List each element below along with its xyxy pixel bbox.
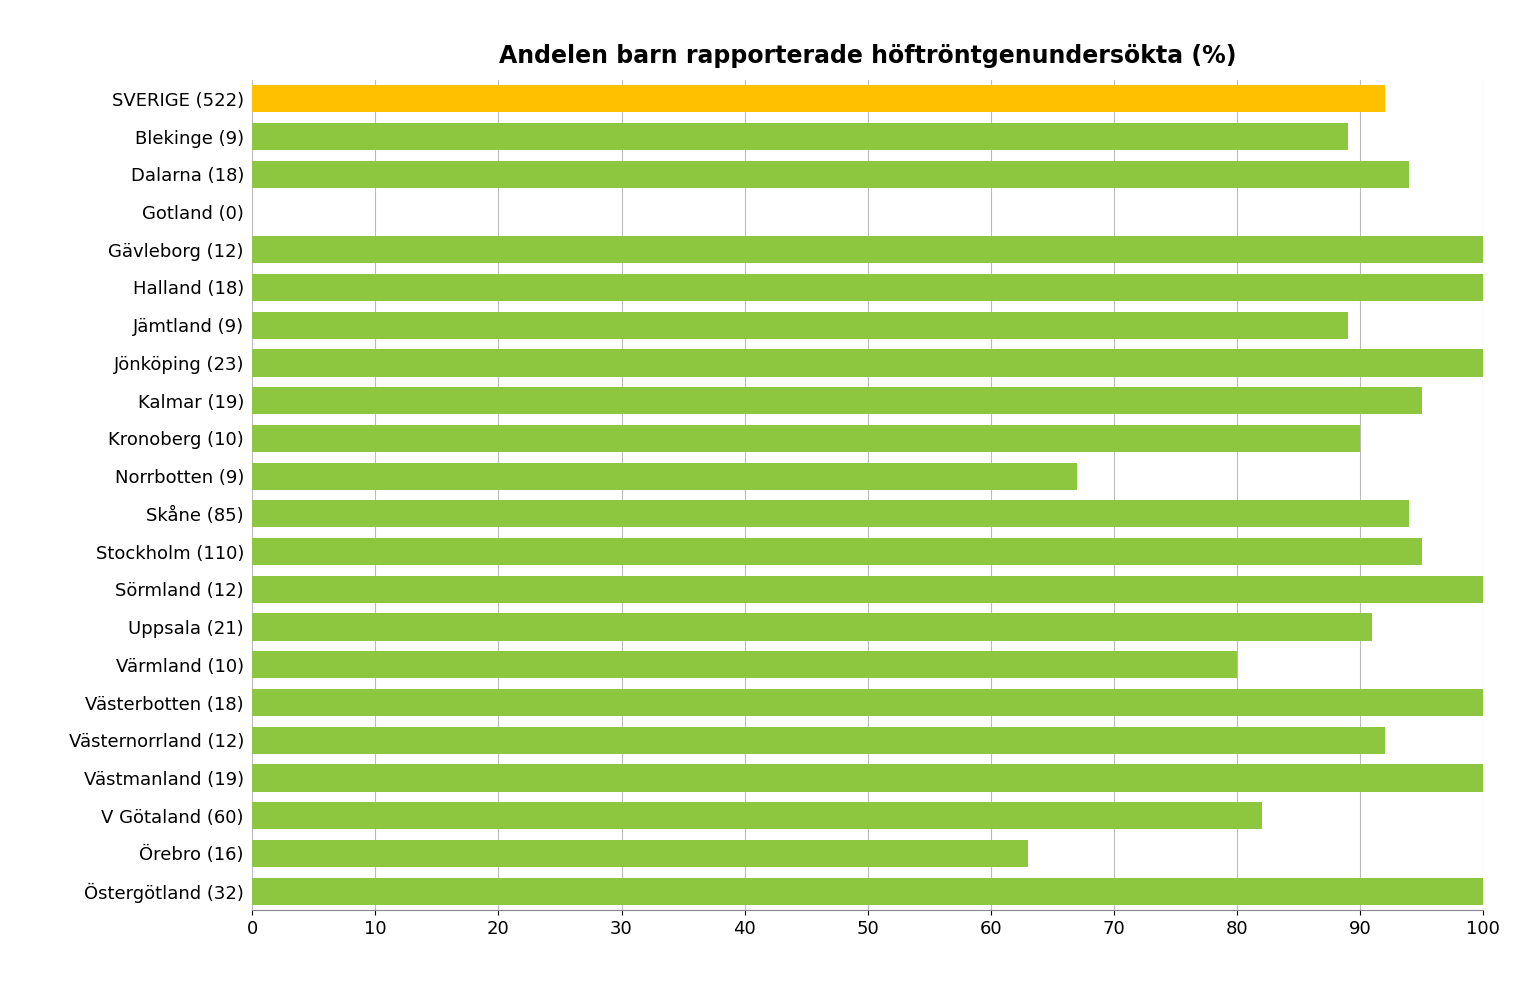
Bar [252, 236, 1483, 263]
Bar [252, 312, 1347, 339]
Bar [252, 161, 1410, 188]
Bar [252, 613, 1373, 641]
Bar [252, 387, 1422, 414]
Bar [252, 123, 1347, 150]
Bar [252, 576, 1483, 603]
Bar [252, 538, 1422, 565]
Bar [252, 500, 1410, 527]
Bar [252, 85, 1385, 112]
Title: Andelen barn rapporterade höftröntgenundersökta (%): Andelen barn rapporterade höftröntgenund… [498, 44, 1237, 68]
Bar [252, 764, 1483, 792]
Bar [252, 689, 1483, 716]
Bar [252, 727, 1385, 754]
Bar [252, 840, 1027, 867]
Bar [252, 349, 1483, 377]
Bar [252, 463, 1076, 490]
Bar [252, 274, 1483, 301]
Bar [252, 425, 1361, 452]
Bar [252, 651, 1237, 678]
Bar [252, 878, 1483, 905]
Bar [252, 802, 1261, 829]
